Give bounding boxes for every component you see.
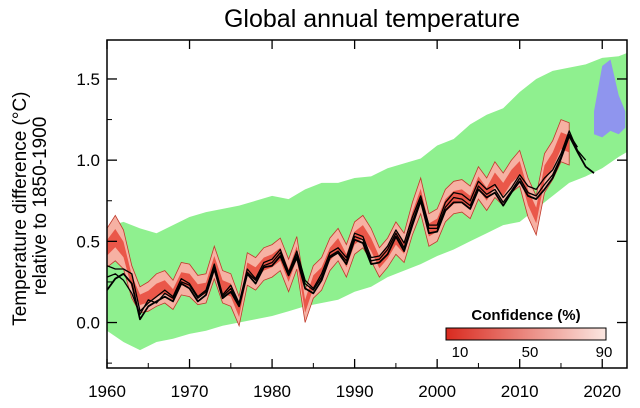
y-axis-label: Temperature difference (°C) relative to … — [10, 86, 51, 326]
legend-tick-label: 90 — [596, 344, 613, 361]
y-tick-label: 0.0 — [76, 314, 100, 333]
legend-colorbar — [445, 327, 607, 341]
observed-series-1 — [107, 130, 587, 312]
ticks-group: 1960 1970 1980 1990 2000 2010 2020 0.0 0.5 1.0 1.5 — [76, 40, 627, 401]
envelope-band — [107, 53, 627, 351]
observed-series-3 — [107, 133, 579, 316]
y-tick-label: 1.0 — [76, 151, 100, 170]
legend-ticks: 10 50 90 — [452, 344, 613, 361]
x-tick-label: 1960 — [88, 382, 126, 401]
x-tick-label: 1970 — [171, 382, 209, 401]
forecast-band — [594, 59, 626, 138]
legend-tick-label: 50 — [522, 344, 539, 361]
confidence-band-outer — [107, 119, 570, 328]
x-tick-label: 2000 — [418, 382, 456, 401]
confidence-legend: Confidence (%) 10 50 90 — [445, 307, 613, 361]
y-axis-label-line1: Temperature difference (°C) — [10, 91, 31, 325]
legend-title: Confidence (%) — [471, 307, 580, 324]
y-tick-label: 1.5 — [76, 70, 100, 89]
x-tick-label: 2020 — [583, 382, 621, 401]
chart-title: Global annual temperature — [224, 5, 520, 33]
axes-frame — [106, 39, 628, 369]
plot-area — [107, 53, 627, 351]
x-tick-label: 2010 — [501, 382, 539, 401]
legend-tick-label: 10 — [452, 344, 469, 361]
x-tick-label: 1990 — [336, 382, 374, 401]
y-tick-label: 0.5 — [76, 232, 100, 251]
observed-series-group — [107, 130, 595, 321]
y-axis-label-line2: relative to 1850-1900 — [30, 117, 51, 296]
x-tick-label: 1980 — [253, 382, 291, 401]
observed-series-2 — [107, 134, 595, 321]
